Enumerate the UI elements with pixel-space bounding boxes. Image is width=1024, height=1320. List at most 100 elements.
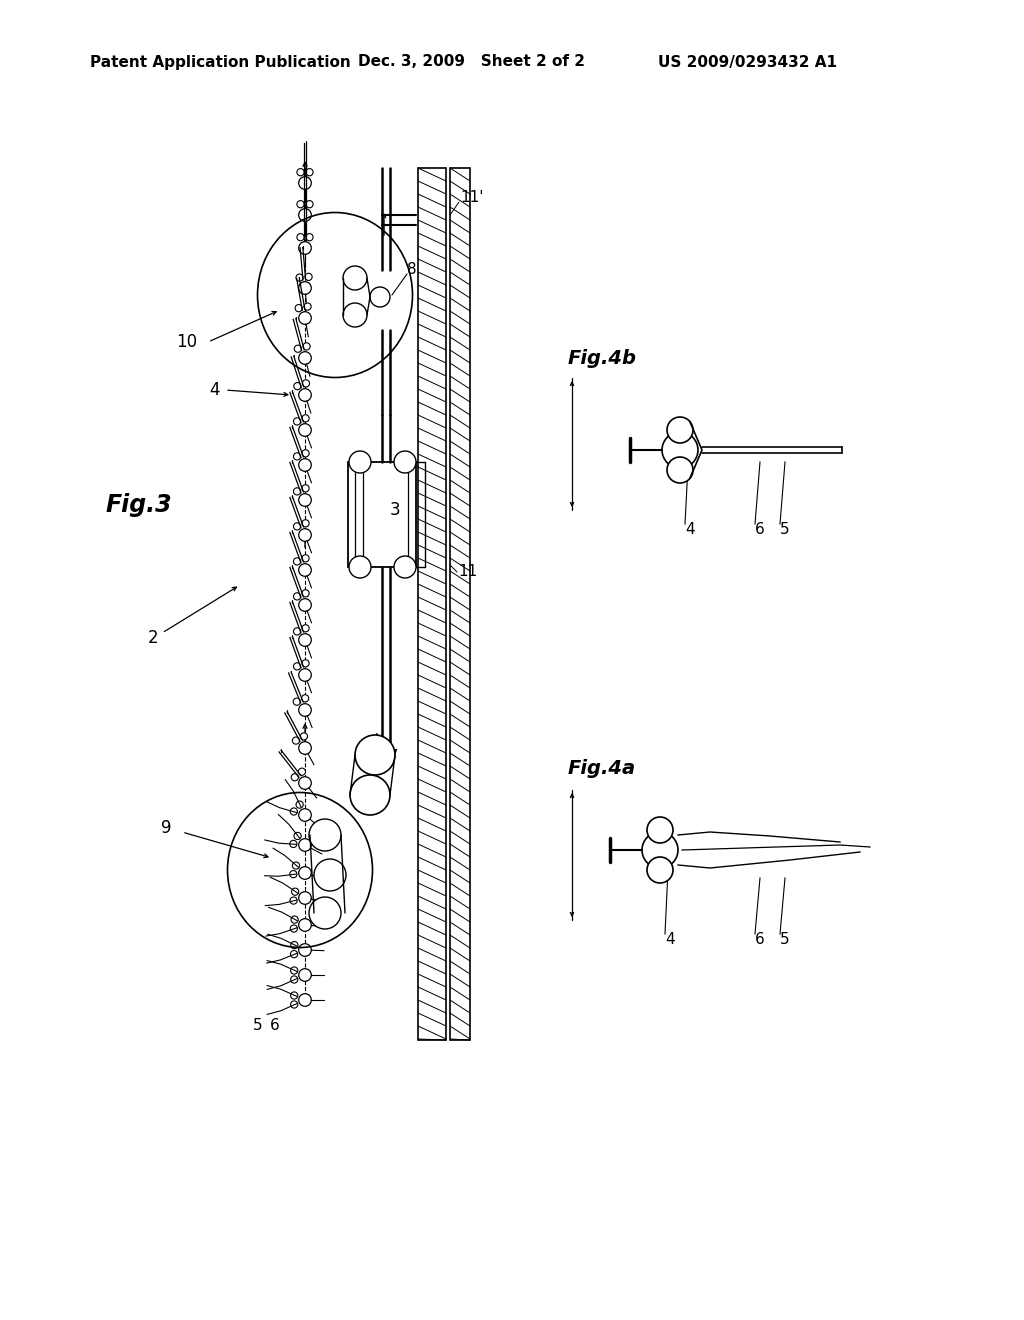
Text: 2: 2 (147, 630, 158, 647)
Circle shape (293, 737, 300, 744)
Circle shape (299, 564, 311, 577)
Text: 4: 4 (210, 381, 220, 399)
Circle shape (299, 634, 311, 647)
Circle shape (299, 599, 311, 611)
Circle shape (306, 169, 313, 176)
Circle shape (297, 169, 304, 176)
Circle shape (349, 556, 371, 578)
Circle shape (306, 201, 313, 207)
Circle shape (294, 628, 301, 635)
Circle shape (297, 201, 304, 207)
Circle shape (290, 871, 297, 878)
Circle shape (350, 775, 390, 814)
Circle shape (667, 457, 693, 483)
Circle shape (370, 286, 390, 308)
Circle shape (299, 776, 311, 789)
Circle shape (294, 383, 301, 389)
Circle shape (299, 177, 311, 189)
Circle shape (302, 380, 309, 387)
Circle shape (299, 529, 311, 541)
Text: Fig.4a: Fig.4a (568, 759, 636, 777)
Circle shape (293, 862, 300, 869)
Circle shape (296, 275, 303, 281)
Circle shape (299, 969, 311, 981)
Circle shape (299, 388, 311, 401)
Circle shape (305, 273, 312, 280)
Circle shape (294, 833, 301, 840)
Text: Dec. 3, 2009   Sheet 2 of 2: Dec. 3, 2009 Sheet 2 of 2 (358, 54, 585, 70)
Text: 11: 11 (458, 565, 477, 579)
Circle shape (291, 966, 298, 974)
Text: 5: 5 (780, 523, 790, 537)
Circle shape (299, 809, 311, 821)
Circle shape (294, 523, 301, 531)
Circle shape (299, 351, 311, 364)
Circle shape (299, 838, 311, 851)
Circle shape (302, 520, 309, 527)
Circle shape (299, 312, 311, 325)
Circle shape (291, 975, 298, 983)
Circle shape (290, 841, 297, 847)
Circle shape (299, 919, 311, 932)
Circle shape (294, 488, 301, 495)
Circle shape (299, 281, 311, 294)
Circle shape (294, 453, 301, 459)
Circle shape (299, 944, 311, 956)
Circle shape (299, 867, 311, 879)
Circle shape (302, 414, 309, 422)
Circle shape (349, 451, 371, 473)
Circle shape (394, 556, 416, 578)
Circle shape (299, 892, 311, 904)
Circle shape (297, 234, 304, 240)
Text: 6: 6 (270, 1018, 280, 1032)
Circle shape (291, 950, 298, 958)
Text: US 2009/0293432 A1: US 2009/0293432 A1 (658, 54, 837, 70)
Circle shape (355, 735, 395, 775)
Text: 8: 8 (407, 263, 417, 277)
Circle shape (306, 234, 313, 240)
Text: 11': 11' (460, 190, 483, 205)
Circle shape (294, 345, 301, 352)
Text: 6: 6 (755, 523, 765, 537)
Circle shape (314, 859, 346, 891)
Text: Fig.4b: Fig.4b (568, 348, 637, 367)
Circle shape (303, 343, 310, 350)
Circle shape (299, 669, 311, 681)
Circle shape (299, 704, 311, 717)
Circle shape (296, 801, 303, 808)
Circle shape (343, 267, 367, 290)
Circle shape (294, 418, 301, 425)
Text: Fig.3: Fig.3 (105, 492, 172, 517)
Circle shape (298, 768, 305, 775)
Text: 7: 7 (388, 748, 398, 766)
Circle shape (290, 925, 297, 932)
Circle shape (299, 242, 311, 255)
Circle shape (394, 451, 416, 473)
Circle shape (302, 484, 309, 492)
Text: 5: 5 (780, 932, 790, 948)
Circle shape (291, 774, 298, 781)
Circle shape (299, 994, 311, 1006)
Text: 5: 5 (253, 1018, 263, 1032)
Circle shape (290, 898, 297, 904)
Circle shape (294, 558, 301, 565)
Bar (418, 168, 446, 1040)
Circle shape (299, 424, 311, 437)
Circle shape (299, 458, 311, 471)
Circle shape (302, 554, 309, 562)
Text: 4: 4 (666, 932, 675, 948)
Circle shape (302, 590, 309, 597)
Circle shape (647, 817, 673, 843)
Text: 6: 6 (755, 932, 765, 948)
Circle shape (647, 857, 673, 883)
Circle shape (302, 660, 309, 667)
Bar (348, 462, 416, 568)
Text: 4: 4 (685, 523, 695, 537)
Circle shape (290, 808, 297, 816)
Circle shape (291, 1001, 298, 1008)
Text: 3: 3 (390, 502, 400, 519)
Text: Patent Application Publication: Patent Application Publication (90, 54, 351, 70)
Circle shape (294, 663, 301, 671)
Circle shape (295, 305, 302, 312)
Text: 10: 10 (176, 333, 197, 351)
